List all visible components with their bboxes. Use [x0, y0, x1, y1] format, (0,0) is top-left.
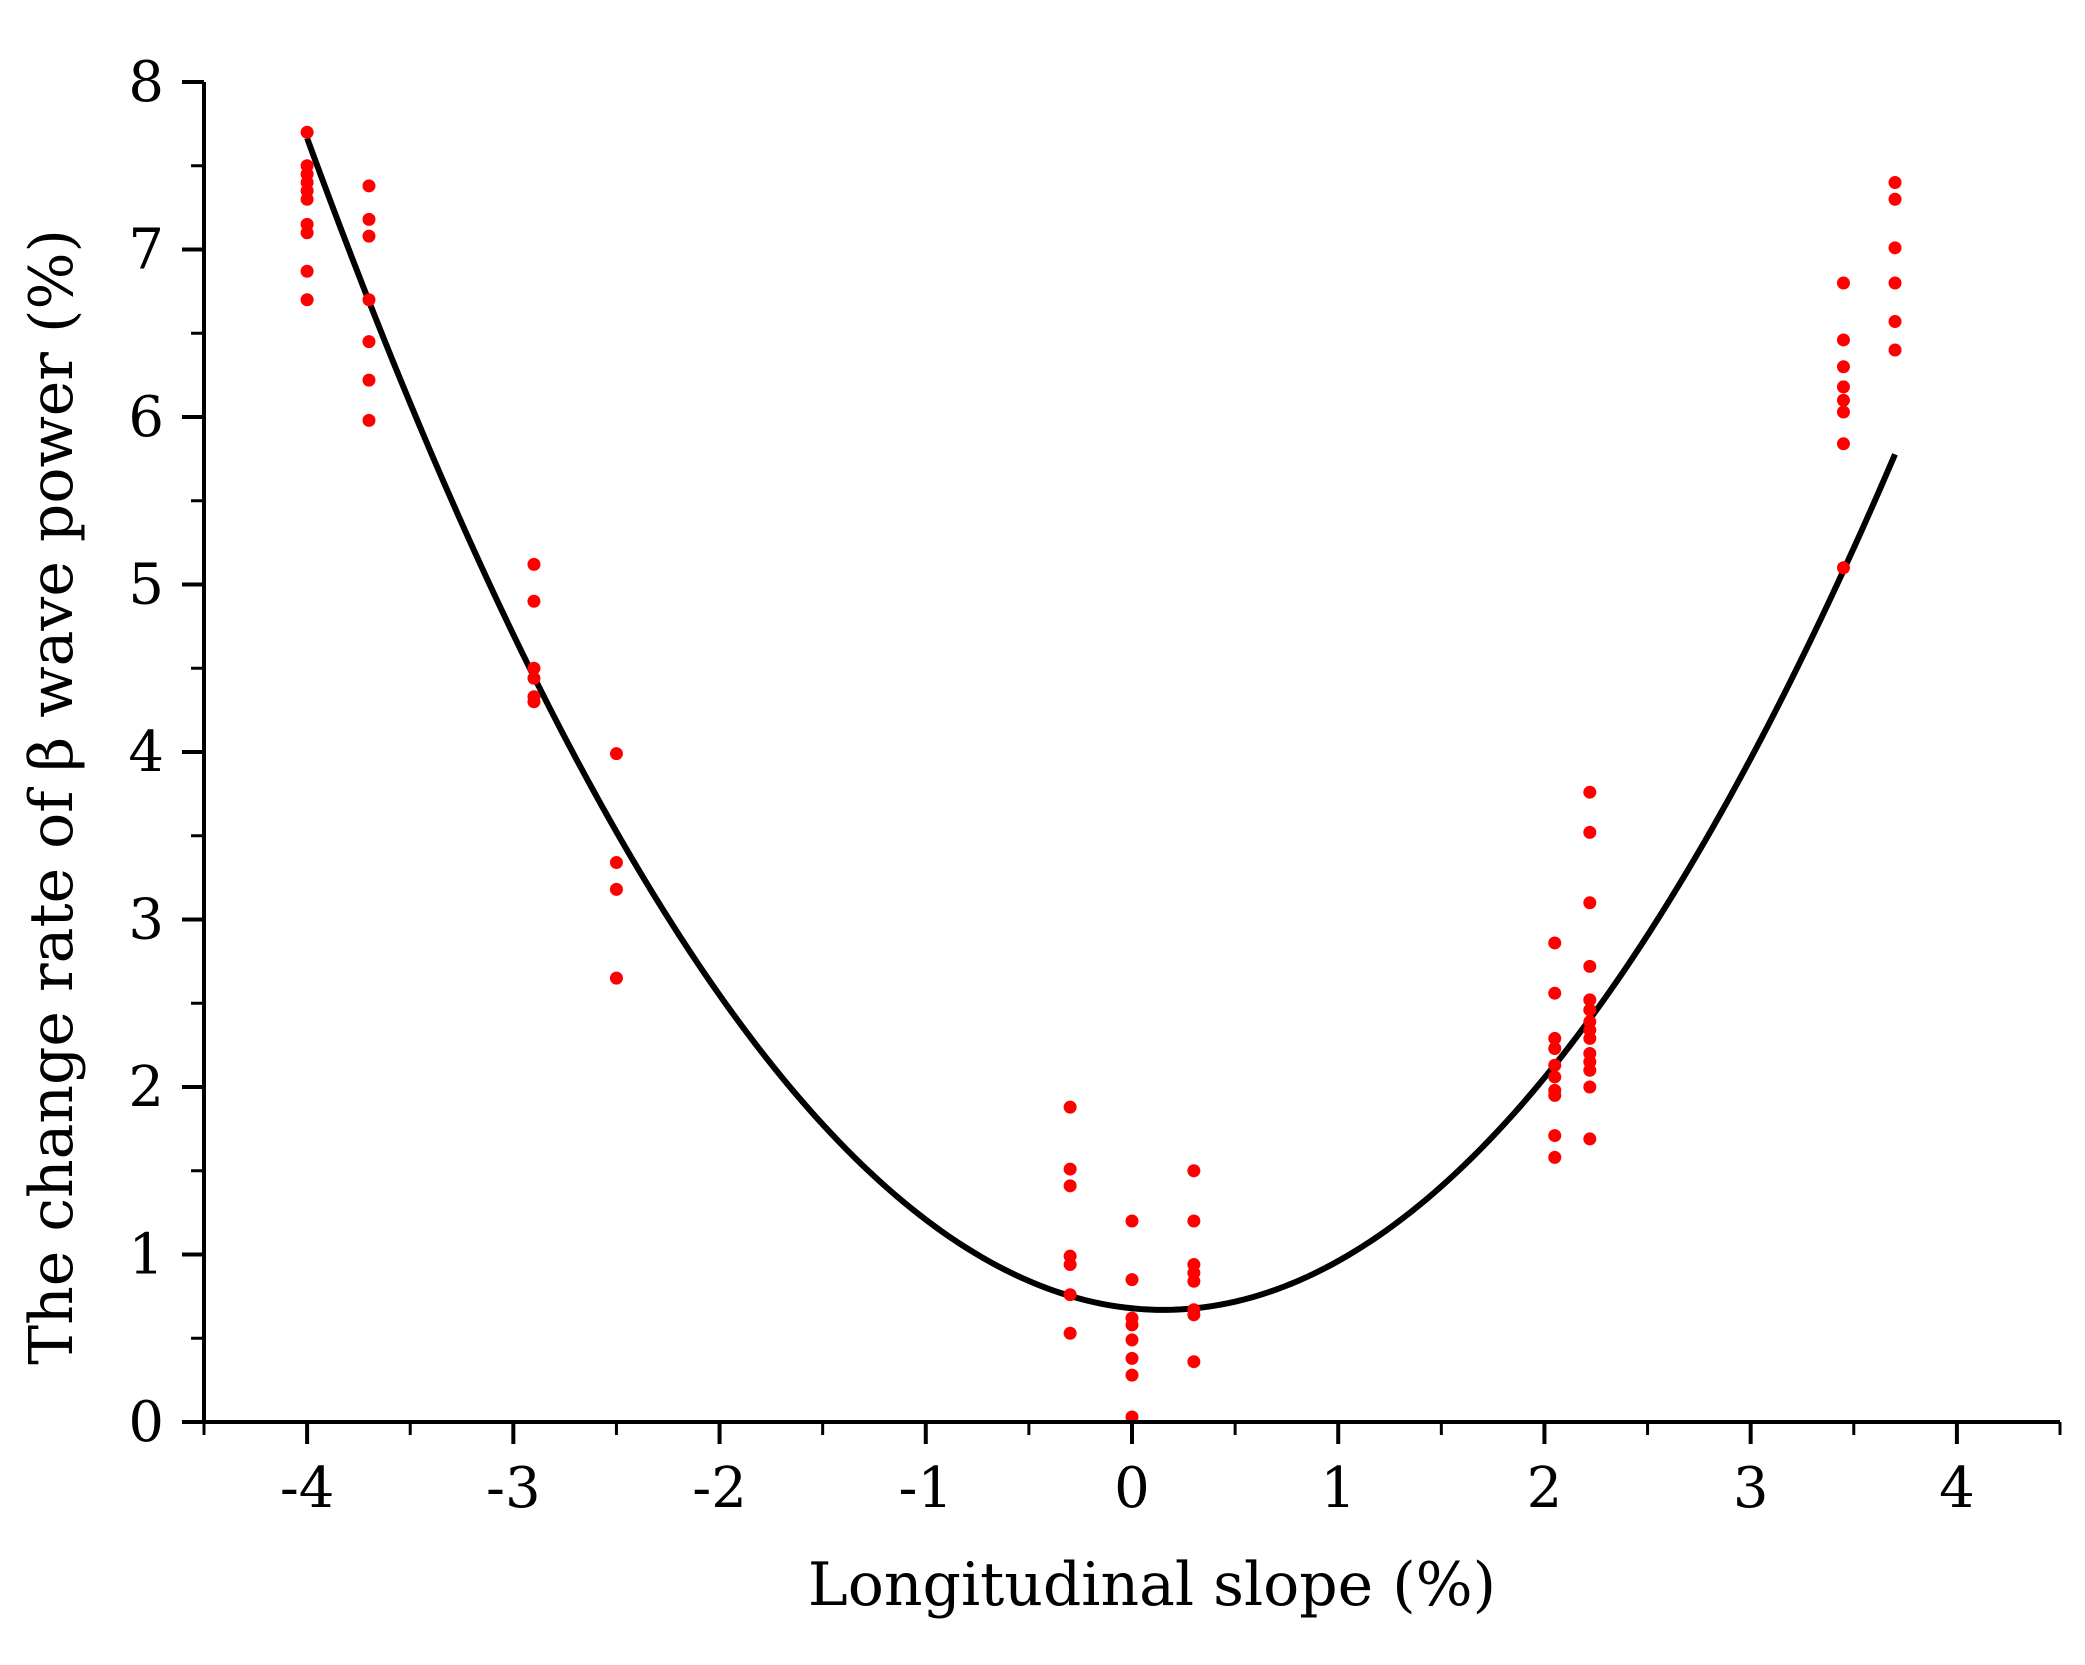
data-point	[1583, 1080, 1597, 1094]
data-point	[1836, 437, 1850, 451]
data-point	[1548, 986, 1562, 1000]
data-point	[1063, 1288, 1077, 1302]
x-tick-label: -4	[280, 1456, 335, 1521]
x-tick-label: -3	[486, 1456, 541, 1521]
data-point	[1125, 1368, 1139, 1382]
data-point	[1836, 276, 1850, 290]
data-point	[1836, 393, 1850, 407]
data-point	[300, 226, 314, 240]
data-point	[527, 671, 541, 685]
data-point	[1888, 241, 1902, 255]
data-point	[1187, 1164, 1201, 1178]
data-point	[362, 212, 376, 226]
data-point	[1583, 896, 1597, 910]
data-point	[1548, 1041, 1562, 1055]
x-tick-label: 3	[1733, 1456, 1769, 1521]
data-point	[300, 293, 314, 307]
data-point	[1063, 1179, 1077, 1193]
y-tick-label: 6	[128, 385, 164, 450]
data-point	[1548, 936, 1562, 950]
data-point	[527, 557, 541, 571]
data-point	[527, 594, 541, 608]
data-point	[527, 695, 541, 709]
data-point	[300, 264, 314, 278]
data-point	[362, 373, 376, 387]
data-point	[527, 661, 541, 675]
data-point	[1063, 1326, 1077, 1340]
data-point	[362, 413, 376, 427]
fit-curve-layer	[304, 137, 1898, 1313]
data-point	[300, 192, 314, 206]
data-point	[1583, 1132, 1597, 1146]
data-point	[1125, 1333, 1139, 1347]
x-axis-title: Longitudinal slope (%)	[808, 1550, 1496, 1620]
data-point	[1125, 1214, 1139, 1228]
data-point	[1888, 276, 1902, 290]
data-point	[300, 125, 314, 139]
data-points-layer	[300, 125, 1902, 1424]
data-point	[1583, 1031, 1597, 1045]
data-point	[1836, 561, 1850, 575]
data-point	[1888, 315, 1902, 329]
x-axis-ticks: -4 -3 -2 -1 0 1 2 3 4	[202, 1422, 2062, 1521]
data-point	[1548, 1031, 1562, 1045]
x-tick-label: 4	[1939, 1456, 1975, 1521]
data-point	[362, 229, 376, 243]
data-point	[1583, 825, 1597, 839]
data-point	[1063, 1258, 1077, 1272]
x-tick-label: 1	[1320, 1456, 1356, 1521]
data-point	[362, 179, 376, 193]
data-point	[1583, 785, 1597, 799]
y-tick-label: 7	[128, 218, 164, 283]
data-point	[1583, 993, 1597, 1007]
data-point	[1888, 192, 1902, 206]
data-point	[1548, 1088, 1562, 1102]
y-tick-label: 3	[128, 888, 164, 953]
y-tick-label: 1	[128, 1223, 164, 1288]
fit-curve	[304, 137, 1898, 1313]
data-point	[609, 856, 623, 870]
data-point	[1583, 1063, 1597, 1077]
y-axis-title: The change rate of β wave power (%)	[17, 229, 87, 1365]
y-tick-label: 4	[128, 720, 164, 785]
data-point	[1063, 1162, 1077, 1176]
y-tick-label: 5	[128, 553, 164, 618]
data-point	[1548, 1070, 1562, 1084]
x-tick-label: 0	[1114, 1456, 1150, 1521]
y-axis-ticks: 0 1 2 3 4 5 6 7 8	[128, 50, 204, 1455]
data-point	[1548, 1129, 1562, 1143]
data-point	[1583, 1003, 1597, 1017]
data-point	[1548, 1058, 1562, 1072]
data-point	[1125, 1318, 1139, 1332]
data-point	[1836, 360, 1850, 374]
data-point	[1187, 1308, 1201, 1322]
data-point	[1583, 959, 1597, 973]
data-point	[1187, 1274, 1201, 1288]
data-point	[1187, 1214, 1201, 1228]
data-point	[1125, 1273, 1139, 1287]
data-point	[1063, 1100, 1077, 1114]
data-point	[609, 747, 623, 761]
data-point	[1125, 1351, 1139, 1365]
x-tick-label: 2	[1527, 1456, 1563, 1521]
x-tick-label: -1	[898, 1456, 953, 1521]
data-point	[1836, 333, 1850, 347]
y-tick-label: 2	[128, 1055, 164, 1120]
data-point	[1548, 1150, 1562, 1164]
data-point	[1888, 176, 1902, 189]
y-tick-label: 8	[128, 50, 164, 115]
data-point	[1836, 405, 1850, 419]
data-point	[609, 971, 623, 985]
data-point	[362, 335, 376, 349]
x-tick-label: -2	[692, 1456, 747, 1521]
data-point	[362, 293, 376, 307]
data-point	[1888, 343, 1902, 357]
y-tick-label: 0	[128, 1390, 164, 1455]
data-point	[609, 882, 623, 896]
data-point	[1836, 380, 1850, 394]
data-point	[1187, 1355, 1201, 1369]
